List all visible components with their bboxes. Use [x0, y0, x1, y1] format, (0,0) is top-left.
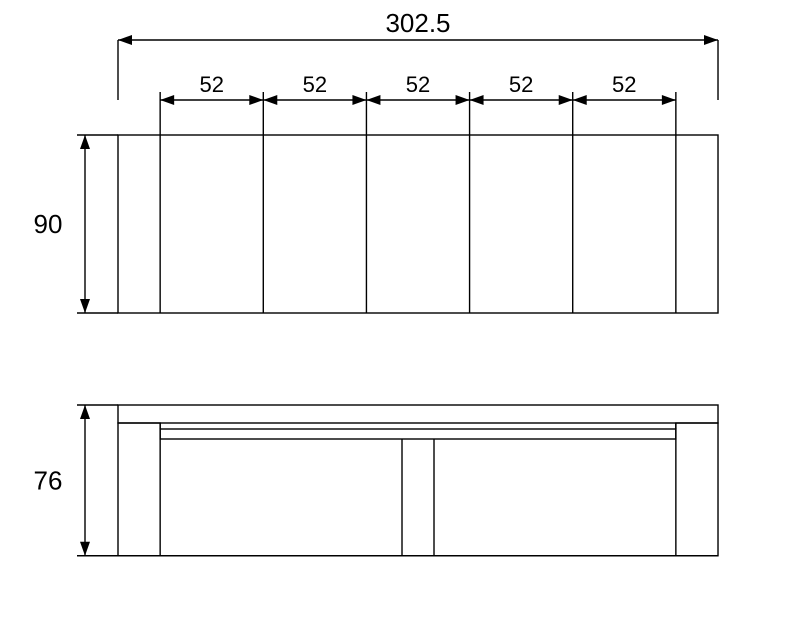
overall-width-label: 302.5 [385, 8, 450, 38]
segment-width-label: 52 [612, 72, 636, 97]
segment-width-label: 52 [509, 72, 533, 97]
segment-width-label: 52 [406, 72, 430, 97]
technical-drawing: 302.5 52 52 52 52 52 90 76 [0, 0, 800, 629]
segment-width-label: 52 [199, 72, 223, 97]
depth-label: 90 [34, 209, 63, 239]
height-label: 76 [34, 465, 63, 495]
segment-width-label: 52 [303, 72, 327, 97]
